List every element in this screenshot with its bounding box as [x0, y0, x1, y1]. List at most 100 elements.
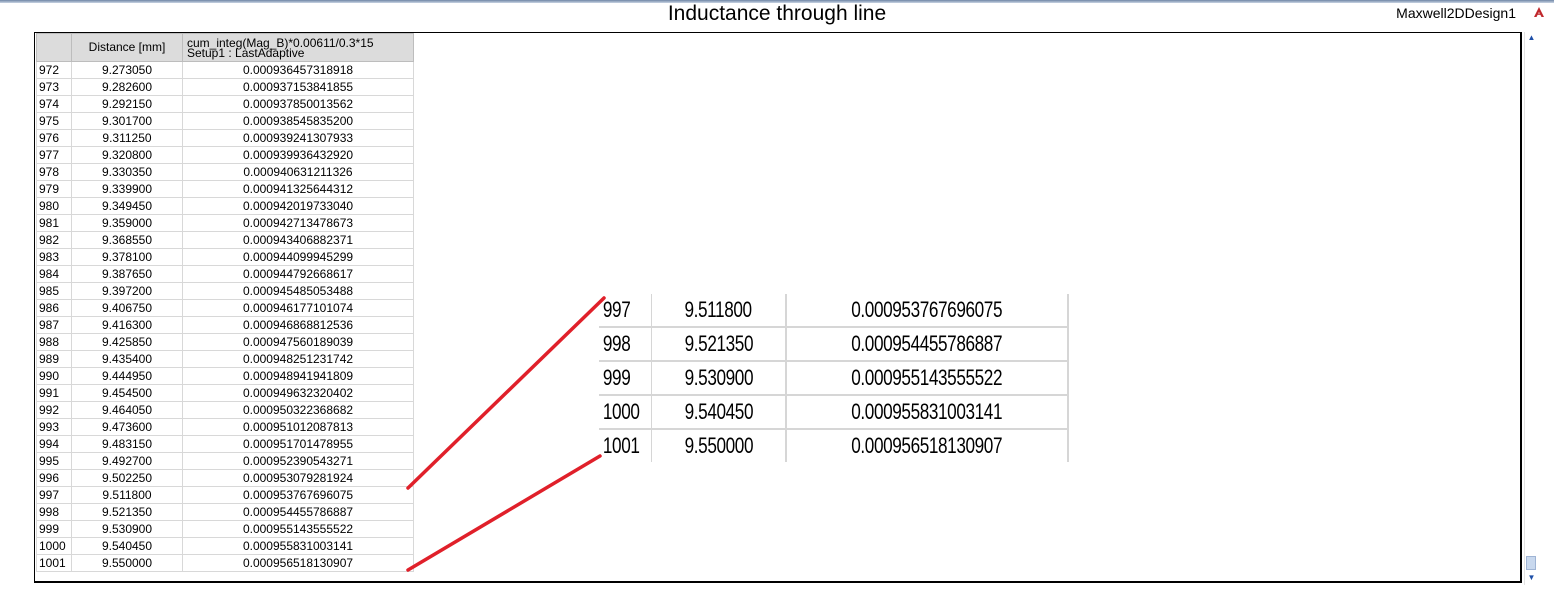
table-row[interactable]: 993 9.473600 0.000951012087813 [36, 418, 414, 436]
column-header-value[interactable]: cum_integ(Mag_B)*0.00611/0.3*15 Setup1 :… [182, 33, 414, 62]
table-row[interactable]: 979 9.339900 0.000941325644312 [36, 180, 414, 198]
table-row[interactable]: 991 9.454500 0.000949632320402 [36, 384, 414, 402]
row-distance-cell[interactable]: 9.416300 [71, 316, 183, 334]
row-distance-cell[interactable]: 9.292150 [71, 95, 183, 113]
row-distance-cell[interactable]: 9.473600 [71, 418, 183, 436]
row-index-cell[interactable]: 973 [36, 78, 72, 96]
row-distance-cell[interactable]: 9.511800 [71, 486, 183, 504]
row-distance-cell[interactable]: 9.330350 [71, 163, 183, 181]
table-row[interactable]: 994 9.483150 0.000951701478955 [36, 435, 414, 453]
table-row[interactable]: 984 9.387650 0.000944792668617 [36, 265, 414, 283]
row-value-cell[interactable]: 0.000947560189039 [182, 333, 414, 351]
row-value-cell[interactable]: 0.000944099945299 [182, 248, 414, 266]
row-distance-cell[interactable]: 9.368550 [71, 231, 183, 249]
row-distance-cell[interactable]: 9.282600 [71, 78, 183, 96]
table-row[interactable]: 990 9.444950 0.000948941941809 [36, 367, 414, 385]
row-value-cell[interactable]: 0.000955143555522 [182, 520, 414, 538]
row-index-cell[interactable]: 1000 [36, 537, 72, 555]
row-distance-cell[interactable]: 9.435400 [71, 350, 183, 368]
table-row[interactable]: 987 9.416300 0.000946868812536 [36, 316, 414, 334]
row-index-cell[interactable]: 992 [36, 401, 72, 419]
row-index-cell[interactable]: 995 [36, 452, 72, 470]
table-row[interactable]: 989 9.435400 0.000948251231742 [36, 350, 414, 368]
row-index-cell[interactable]: 1001 [36, 554, 72, 572]
row-value-cell[interactable]: 0.000940631211326 [182, 163, 414, 181]
row-index-cell[interactable]: 986 [36, 299, 72, 317]
table-row[interactable]: 996 9.502250 0.000953079281924 [36, 469, 414, 487]
row-index-cell[interactable]: 989 [36, 350, 72, 368]
row-distance-cell[interactable]: 9.359000 [71, 214, 183, 232]
row-value-cell[interactable]: 0.000939936432920 [182, 146, 414, 164]
row-value-cell[interactable]: 0.000956518130907 [182, 554, 414, 572]
table-row[interactable]: 978 9.330350 0.000940631211326 [36, 163, 414, 181]
table-row[interactable]: 998 9.521350 0.000954455786887 [36, 503, 414, 521]
row-distance-cell[interactable]: 9.483150 [71, 435, 183, 453]
row-value-cell[interactable]: 0.000943406882371 [182, 231, 414, 249]
row-distance-cell[interactable]: 9.397200 [71, 282, 183, 300]
table-row[interactable]: 972 9.273050 0.000936457318918 [36, 61, 414, 79]
row-index-cell[interactable]: 987 [36, 316, 72, 334]
row-value-cell[interactable]: 0.000941325644312 [182, 180, 414, 198]
row-index-cell[interactable]: 978 [36, 163, 72, 181]
chevron-up-icon[interactable]: ▲ [1527, 33, 1536, 42]
row-index-cell[interactable]: 998 [36, 503, 72, 521]
row-index-cell[interactable]: 974 [36, 95, 72, 113]
row-distance-cell[interactable]: 9.406750 [71, 299, 183, 317]
row-distance-cell[interactable]: 9.311250 [71, 129, 183, 147]
row-index-cell[interactable]: 972 [36, 61, 72, 79]
row-value-cell[interactable]: 0.000950322368682 [182, 401, 414, 419]
row-distance-cell[interactable]: 9.273050 [71, 61, 183, 79]
row-index-cell[interactable]: 999 [36, 520, 72, 538]
scrollbar-thumb[interactable] [1526, 556, 1536, 570]
row-value-cell[interactable]: 0.000942713478673 [182, 214, 414, 232]
row-distance-cell[interactable]: 9.444950 [71, 367, 183, 385]
row-value-cell[interactable]: 0.000946868812536 [182, 316, 414, 334]
row-index-cell[interactable]: 975 [36, 112, 72, 130]
vertical-scrollbar[interactable]: ▲ ▼ [1524, 32, 1538, 585]
row-index-cell[interactable]: 996 [36, 469, 72, 487]
table-row[interactable]: 975 9.301700 0.000938545835200 [36, 112, 414, 130]
table-row[interactable]: 980 9.349450 0.000942019733040 [36, 197, 414, 215]
table-row[interactable]: 999 9.530900 0.000955143555522 [36, 520, 414, 538]
row-distance-cell[interactable]: 9.464050 [71, 401, 183, 419]
row-value-cell[interactable]: 0.000953767696075 [182, 486, 414, 504]
table-row[interactable]: 974 9.292150 0.000937850013562 [36, 95, 414, 113]
table-row[interactable]: 992 9.464050 0.000950322368682 [36, 401, 414, 419]
row-distance-cell[interactable]: 9.530900 [71, 520, 183, 538]
row-distance-cell[interactable]: 9.349450 [71, 197, 183, 215]
row-value-cell[interactable]: 0.000939241307933 [182, 129, 414, 147]
row-distance-cell[interactable]: 9.454500 [71, 384, 183, 402]
row-index-cell[interactable]: 979 [36, 180, 72, 198]
row-value-cell[interactable]: 0.000952390543271 [182, 452, 414, 470]
table-row[interactable]: 1001 9.550000 0.000956518130907 [36, 554, 414, 572]
row-index-cell[interactable]: 997 [36, 486, 72, 504]
row-index-cell[interactable]: 984 [36, 265, 72, 283]
row-value-cell[interactable]: 0.000948251231742 [182, 350, 414, 368]
table-row[interactable]: 976 9.311250 0.000939241307933 [36, 129, 414, 147]
table-row[interactable]: 977 9.320800 0.000939936432920 [36, 146, 414, 164]
row-value-cell[interactable]: 0.000954455786887 [182, 503, 414, 521]
table-row[interactable]: 1000 9.540450 0.000955831003141 [36, 537, 414, 555]
table-row[interactable]: 995 9.492700 0.000952390543271 [36, 452, 414, 470]
table-row[interactable]: 986 9.406750 0.000946177101074 [36, 299, 414, 317]
row-value-cell[interactable]: 0.000949632320402 [182, 384, 414, 402]
row-value-cell[interactable]: 0.000945485053488 [182, 282, 414, 300]
row-index-cell[interactable]: 981 [36, 214, 72, 232]
row-value-cell[interactable]: 0.000951012087813 [182, 418, 414, 436]
row-distance-cell[interactable]: 9.301700 [71, 112, 183, 130]
row-value-cell[interactable]: 0.000948941941809 [182, 367, 414, 385]
row-index-cell[interactable]: 976 [36, 129, 72, 147]
row-value-cell[interactable]: 0.000937153841855 [182, 78, 414, 96]
column-header-distance[interactable]: Distance [mm] [71, 33, 183, 62]
row-value-cell[interactable]: 0.000955831003141 [182, 537, 414, 555]
chevron-down-icon[interactable]: ▼ [1527, 573, 1536, 582]
row-index-cell[interactable]: 993 [36, 418, 72, 436]
row-value-cell[interactable]: 0.000942019733040 [182, 197, 414, 215]
row-distance-cell[interactable]: 9.425850 [71, 333, 183, 351]
row-distance-cell[interactable]: 9.502250 [71, 469, 183, 487]
row-distance-cell[interactable]: 9.521350 [71, 503, 183, 521]
row-value-cell[interactable]: 0.000953079281924 [182, 469, 414, 487]
row-value-cell[interactable]: 0.000951701478955 [182, 435, 414, 453]
row-index-cell[interactable]: 980 [36, 197, 72, 215]
row-index-cell[interactable]: 983 [36, 248, 72, 266]
